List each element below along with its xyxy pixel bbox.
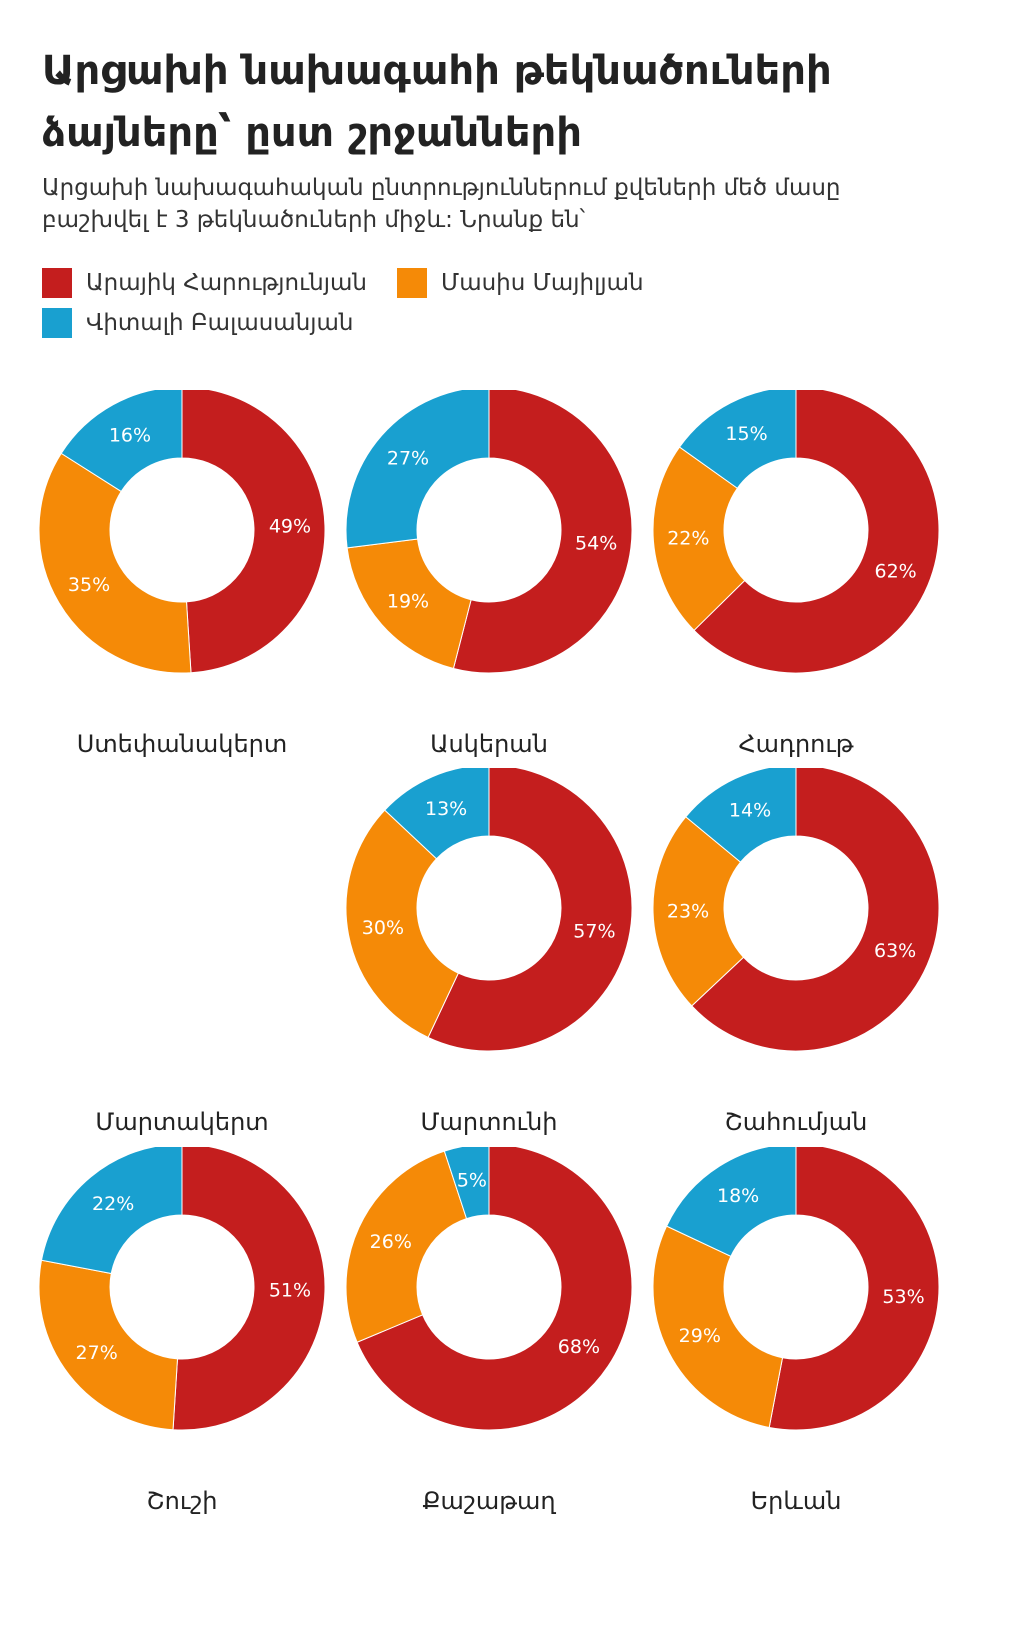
slice-harutyunyan-region-1 (181, 390, 326, 674)
slice-mayilyan-region-6 (652, 816, 745, 1007)
data-label-balasanyan-region-1: 16% (109, 424, 151, 446)
slice-mayilyan-region-1 (38, 452, 192, 674)
slice-mayilyan-region-3 (652, 446, 746, 632)
chart-title: Արցախի նախագահի թեկնածուների ձայները՝ ըս… (42, 40, 992, 164)
donut-chart-region-9: 53% 29% 18% Երևան (631, 1147, 961, 1527)
donut-svg-region-8: 68% 26% 5% (345, 1147, 633, 1431)
region-label-region-4: Մարտակերտ (95, 1108, 269, 1136)
donut-chart-region-8: 68% 26% 5% Քաշաթաղ (324, 1147, 654, 1527)
slice-harutyunyan-region-5 (427, 768, 633, 1052)
data-label-mayilyan-region-5: 30% (362, 917, 404, 939)
region-label-region-1: Ստեփանակերտ (76, 730, 288, 758)
data-label-mayilyan-region-9: 29% (679, 1325, 721, 1347)
data-label-harutyunyan-region-3: 62% (874, 561, 916, 583)
region-label-region-7: Շուշի (146, 1487, 218, 1515)
slice-balasanyan-region-9 (665, 1147, 797, 1258)
chart-subtitle-line-2: բաշխվել է 3 թեկնածուների միջև: Նրանք են՝ (42, 207, 586, 233)
donut-svg-region-1: 49% 35% 16% (38, 390, 326, 674)
slice-balasanyan-region-8 (443, 1147, 490, 1220)
slice-mayilyan-region-8 (345, 1150, 468, 1343)
slice-mayilyan-region-9 (652, 1225, 784, 1429)
data-label-balasanyan-region-3: 15% (725, 423, 767, 445)
region-label-region-8: Քաշաթաղ (422, 1487, 556, 1515)
chart-subtitle-line-1: Արցախի նախագահական ընտրություններում քվե… (42, 175, 841, 201)
donut-chart-region-5: 57% 30% 13% Մարտունի (324, 768, 654, 1148)
legend-swatch-balasanyan (42, 308, 72, 338)
slice-harutyunyan-region-6 (691, 768, 940, 1052)
donut-svg-region-5: 57% 30% 13% (345, 768, 633, 1052)
region-label-region-2: Ասկերան (430, 730, 548, 758)
data-label-harutyunyan-region-1: 49% (269, 516, 311, 538)
donut-svg-region-9: 53% 29% 18% (652, 1147, 940, 1431)
data-label-mayilyan-region-3: 22% (667, 528, 709, 550)
legend-swatch-mayilyan (397, 268, 427, 298)
region-label-region-3: Հադրութ (738, 730, 854, 758)
data-label-harutyunyan-region-9: 53% (882, 1286, 924, 1308)
slice-harutyunyan-region-8 (356, 1147, 633, 1431)
slice-balasanyan-region-6 (685, 768, 797, 863)
chart-title-line-1: Արցախի նախագահի թեկնածուների (42, 48, 832, 94)
donut-chart-region-4: Մարտակերտ (17, 768, 347, 1148)
slice-balasanyan-region-1 (60, 390, 183, 493)
data-label-harutyunyan-region-2: 54% (575, 533, 617, 555)
legend-label-balasanyan: Վիտալի Բալասանյան (86, 310, 354, 336)
donut-chart-region-1: 49% 35% 16% Ստեփանակերտ (17, 390, 347, 770)
region-label-region-5: Մարտունի (420, 1108, 558, 1136)
donut-svg-region-7: 51% 27% 22% (38, 1147, 326, 1431)
legend-label-harutyunyan: Արայիկ Հարությունյան (86, 270, 367, 296)
slice-mayilyan-region-7 (38, 1259, 179, 1431)
data-label-balasanyan-region-6: 14% (729, 799, 771, 821)
legend-swatch-harutyunyan (42, 268, 72, 298)
legend-item-harutyunyan: Արայիկ Հարությունյան (42, 268, 367, 298)
data-label-harutyunyan-region-7: 51% (269, 1279, 311, 1301)
chart-subtitle: Արցախի նախագահական ընտրություններում քվե… (42, 172, 992, 236)
slice-balasanyan-region-3 (678, 390, 797, 489)
slice-mayilyan-region-2 (346, 538, 472, 670)
chart-title-line-2: ձայները՝ ըստ շրջանների (42, 110, 582, 156)
donut-chart-region-2: 54% 19% 27% Ասկերան (324, 390, 654, 770)
data-label-mayilyan-region-1: 35% (68, 574, 110, 596)
data-label-mayilyan-region-7: 27% (76, 1342, 118, 1364)
data-label-balasanyan-region-8: 5% (457, 1169, 487, 1191)
data-label-balasanyan-region-9: 18% (717, 1185, 759, 1207)
donut-chart-region-6: 63% 23% 14% Շահումյան (631, 768, 961, 1148)
data-label-harutyunyan-region-8: 68% (558, 1336, 600, 1358)
donut-svg-region-2: 54% 19% 27% (345, 390, 633, 674)
legend-item-mayilyan: Մասիս Մայիլյան (397, 268, 644, 298)
data-label-mayilyan-region-2: 19% (387, 590, 429, 612)
data-label-harutyunyan-region-6: 63% (874, 940, 916, 962)
donut-grid: 49% 35% 16% Ստեփանակերտ 54% 19% 27% Ասկերան 62% 2… (0, 390, 1028, 1570)
data-label-mayilyan-region-6: 23% (667, 900, 709, 922)
region-label-region-9: Երևան (750, 1487, 842, 1515)
slice-balasanyan-region-7 (40, 1147, 183, 1275)
data-label-balasanyan-region-7: 22% (92, 1193, 134, 1215)
legend-label-mayilyan: Մասիս Մայիլյան (441, 270, 644, 296)
donut-chart-region-7: 51% 27% 22% Շուշի (17, 1147, 347, 1527)
slice-balasanyan-region-5 (384, 768, 490, 860)
slice-harutyunyan-region-3 (693, 390, 940, 674)
slice-harutyunyan-region-9 (768, 1147, 940, 1431)
data-label-mayilyan-region-8: 26% (370, 1231, 412, 1253)
donut-svg-region-3: 62% 22% 15% (652, 390, 940, 674)
donut-svg-region-6: 63% 23% 14% (652, 768, 940, 1052)
slice-balasanyan-region-2 (345, 390, 490, 549)
slice-harutyunyan-region-2 (452, 390, 633, 674)
chart-header: Արցախի նախագահի թեկնածուների ձայները՝ ըս… (42, 40, 992, 236)
legend-item-balasanyan: Վիտալի Բալասանյան (42, 308, 354, 338)
data-label-balasanyan-region-5: 13% (425, 798, 467, 820)
data-label-harutyunyan-region-5: 57% (573, 921, 615, 943)
region-label-region-6: Շահումյան (724, 1108, 868, 1136)
data-label-balasanyan-region-2: 27% (387, 448, 429, 470)
donut-chart-region-3: 62% 22% 15% Հադրութ (631, 390, 961, 770)
slice-mayilyan-region-5 (345, 809, 460, 1039)
slice-harutyunyan-region-7 (172, 1147, 326, 1431)
